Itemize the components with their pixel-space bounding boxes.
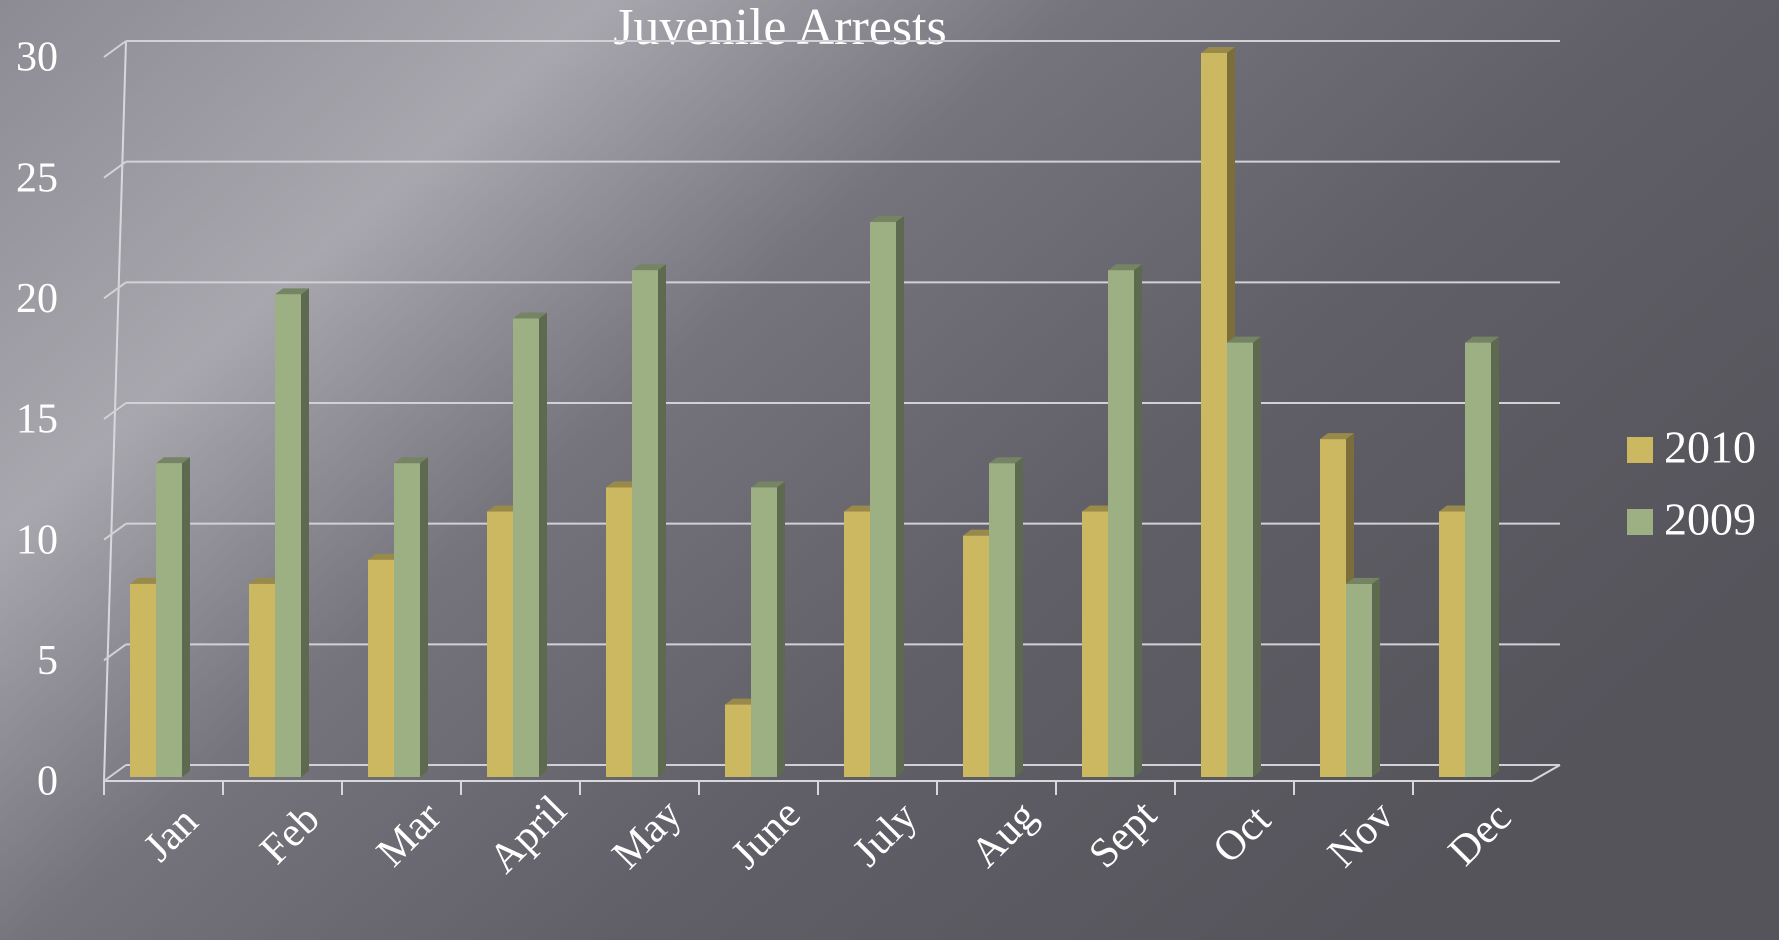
bar-top — [1439, 505, 1473, 512]
bar — [1439, 511, 1465, 777]
bar-side — [301, 288, 309, 777]
bar — [249, 583, 275, 777]
bar-top — [844, 505, 878, 512]
bar-top — [130, 577, 164, 584]
y-tick-label: 5 — [37, 638, 58, 684]
bar — [513, 318, 539, 777]
legend-swatch — [1627, 437, 1653, 463]
bar — [606, 487, 632, 777]
bar-top — [513, 312, 547, 319]
bar — [989, 463, 1015, 777]
bar — [870, 221, 896, 777]
bar-top — [1346, 577, 1380, 584]
bar — [844, 511, 870, 777]
bar — [487, 511, 513, 777]
y-tick-label: 20 — [16, 276, 58, 322]
bar-side — [1372, 577, 1380, 777]
bar-top — [1108, 264, 1142, 271]
bar-side — [539, 312, 547, 777]
bar-top — [368, 553, 402, 560]
bar — [963, 535, 989, 777]
bar-top — [1201, 47, 1235, 53]
bar-top — [1082, 505, 1116, 512]
bar-top — [632, 264, 666, 271]
bar — [394, 463, 420, 777]
bar — [1201, 53, 1227, 777]
bar-side — [1015, 457, 1023, 777]
bar — [1346, 583, 1372, 777]
bar-top — [249, 577, 283, 584]
grid-line-side — [103, 643, 127, 662]
bar-top — [487, 505, 521, 512]
bar — [725, 704, 751, 777]
y-tick-label: 15 — [16, 397, 58, 443]
bar-side — [420, 457, 428, 777]
bar-side — [1134, 264, 1142, 777]
bar-top — [725, 698, 759, 705]
bar — [1082, 511, 1108, 777]
bar-top — [1465, 336, 1499, 343]
bar-side — [1491, 336, 1499, 777]
bar-top — [1320, 433, 1354, 440]
chart-title: Juvenile Arrests — [613, 0, 947, 56]
bar-top — [989, 457, 1023, 464]
bar-top — [1227, 336, 1261, 343]
bar-top — [963, 529, 997, 536]
bar — [751, 487, 777, 777]
bar-top — [751, 481, 785, 488]
bar — [368, 559, 394, 777]
bar-side — [896, 215, 904, 777]
bar-top — [870, 215, 904, 222]
legend-swatch — [1627, 509, 1653, 535]
bar — [1108, 270, 1134, 777]
bar-top — [606, 481, 640, 488]
bar-top — [156, 457, 190, 464]
bar — [632, 270, 658, 777]
bar-top — [394, 457, 428, 464]
grid-line-side — [103, 402, 127, 420]
grid-line-side — [103, 764, 127, 782]
y-tick-label: 0 — [37, 759, 58, 805]
bar — [1320, 439, 1346, 777]
bar — [130, 583, 156, 777]
bar-side — [182, 457, 190, 777]
bar-side — [1253, 336, 1261, 777]
floor-right — [1531, 764, 1561, 782]
legend-label: 2009 — [1664, 494, 1756, 545]
grid-line-side — [103, 160, 127, 179]
bar — [1465, 342, 1491, 777]
grid-line-side — [103, 40, 127, 58]
bar-side — [658, 264, 666, 777]
y-tick-label: 30 — [16, 35, 58, 81]
bar-side — [777, 481, 785, 777]
bar-top — [275, 288, 309, 295]
grid-line-side — [103, 281, 127, 300]
y-tick-label: 25 — [16, 155, 58, 201]
grid-line-side — [103, 522, 127, 541]
y-tick-label: 10 — [16, 517, 58, 563]
bar — [156, 463, 182, 777]
bar — [1227, 342, 1253, 777]
bar — [275, 294, 301, 777]
legend-label: 2010 — [1664, 422, 1756, 473]
